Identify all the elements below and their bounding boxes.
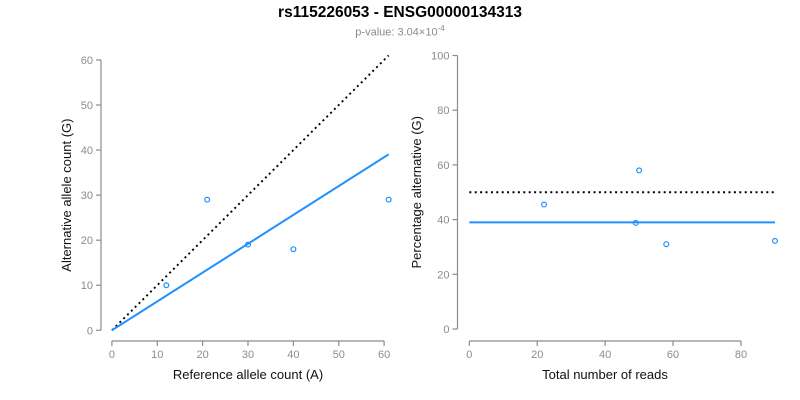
y-tick-label: 40 bbox=[437, 215, 449, 227]
x-tick-label: 20 bbox=[197, 349, 209, 361]
x-tick-label: 40 bbox=[287, 349, 299, 361]
left-panel: 0 10 20 30 40 50 60 0 10 20 30 40 50 60 Reference alle… bbox=[59, 54, 392, 382]
y-tick-label: 30 bbox=[81, 190, 93, 202]
x-tick-label: 20 bbox=[531, 349, 543, 361]
data-point bbox=[541, 201, 548, 208]
x-tick-label: 10 bbox=[151, 349, 163, 361]
y-tick-label: 60 bbox=[437, 160, 449, 172]
data-point bbox=[163, 282, 170, 289]
y-tick-label: 100 bbox=[431, 51, 449, 63]
right-panel: 0 20 40 60 80 100 0 20 40 60 80 Total number of rea… bbox=[409, 51, 778, 382]
y-tick-label: 40 bbox=[81, 145, 93, 157]
regression-line bbox=[111, 153, 390, 332]
data-point bbox=[245, 241, 252, 248]
x-tick-label: 50 bbox=[333, 349, 345, 361]
chart-header: rs115226053 - ENSG00000134313 p-value: 3… bbox=[0, 4, 800, 40]
data-point bbox=[636, 167, 643, 174]
x-tick-label: 0 bbox=[109, 349, 115, 361]
subtitle-base: p-value: 3.04×10 bbox=[355, 26, 438, 39]
y-tick-label: 50 bbox=[81, 100, 93, 112]
y-tick-label: 20 bbox=[81, 235, 93, 247]
y-tick-label: 80 bbox=[437, 105, 449, 117]
subtitle-exponent: -4 bbox=[437, 24, 445, 33]
chart-title: rs115226053 - ENSG00000134313 bbox=[278, 4, 522, 21]
y-tick-label: 60 bbox=[81, 55, 93, 67]
y-tick-label: 0 bbox=[443, 324, 449, 336]
x-tick-label: 60 bbox=[378, 349, 390, 361]
y-axis-label: Alternative allele count (G) bbox=[59, 119, 74, 272]
y-tick-label: 10 bbox=[81, 280, 93, 292]
x-tick-label: 0 bbox=[466, 349, 472, 361]
x-axis-label: Total number of reads bbox=[542, 367, 668, 382]
data-point bbox=[290, 246, 297, 253]
identity-line bbox=[111, 54, 390, 331]
x-tick-label: 60 bbox=[667, 349, 679, 361]
chart-subtitle: p-value: 3.04×10-4 bbox=[0, 22, 800, 40]
data-point bbox=[663, 241, 670, 248]
x-tick-label: 80 bbox=[735, 349, 747, 361]
data-point bbox=[632, 219, 639, 226]
y-axis-label: Percentage alternative (G) bbox=[409, 116, 424, 268]
x-tick-label: 40 bbox=[599, 349, 611, 361]
y-tick-label: 20 bbox=[437, 269, 449, 281]
data-point bbox=[385, 196, 392, 203]
x-tick-label: 30 bbox=[242, 349, 254, 361]
data-point bbox=[771, 237, 778, 244]
y-tick-label: 0 bbox=[87, 325, 93, 337]
x-axis-label: Reference allele count (A) bbox=[173, 367, 323, 382]
data-point bbox=[204, 196, 211, 203]
